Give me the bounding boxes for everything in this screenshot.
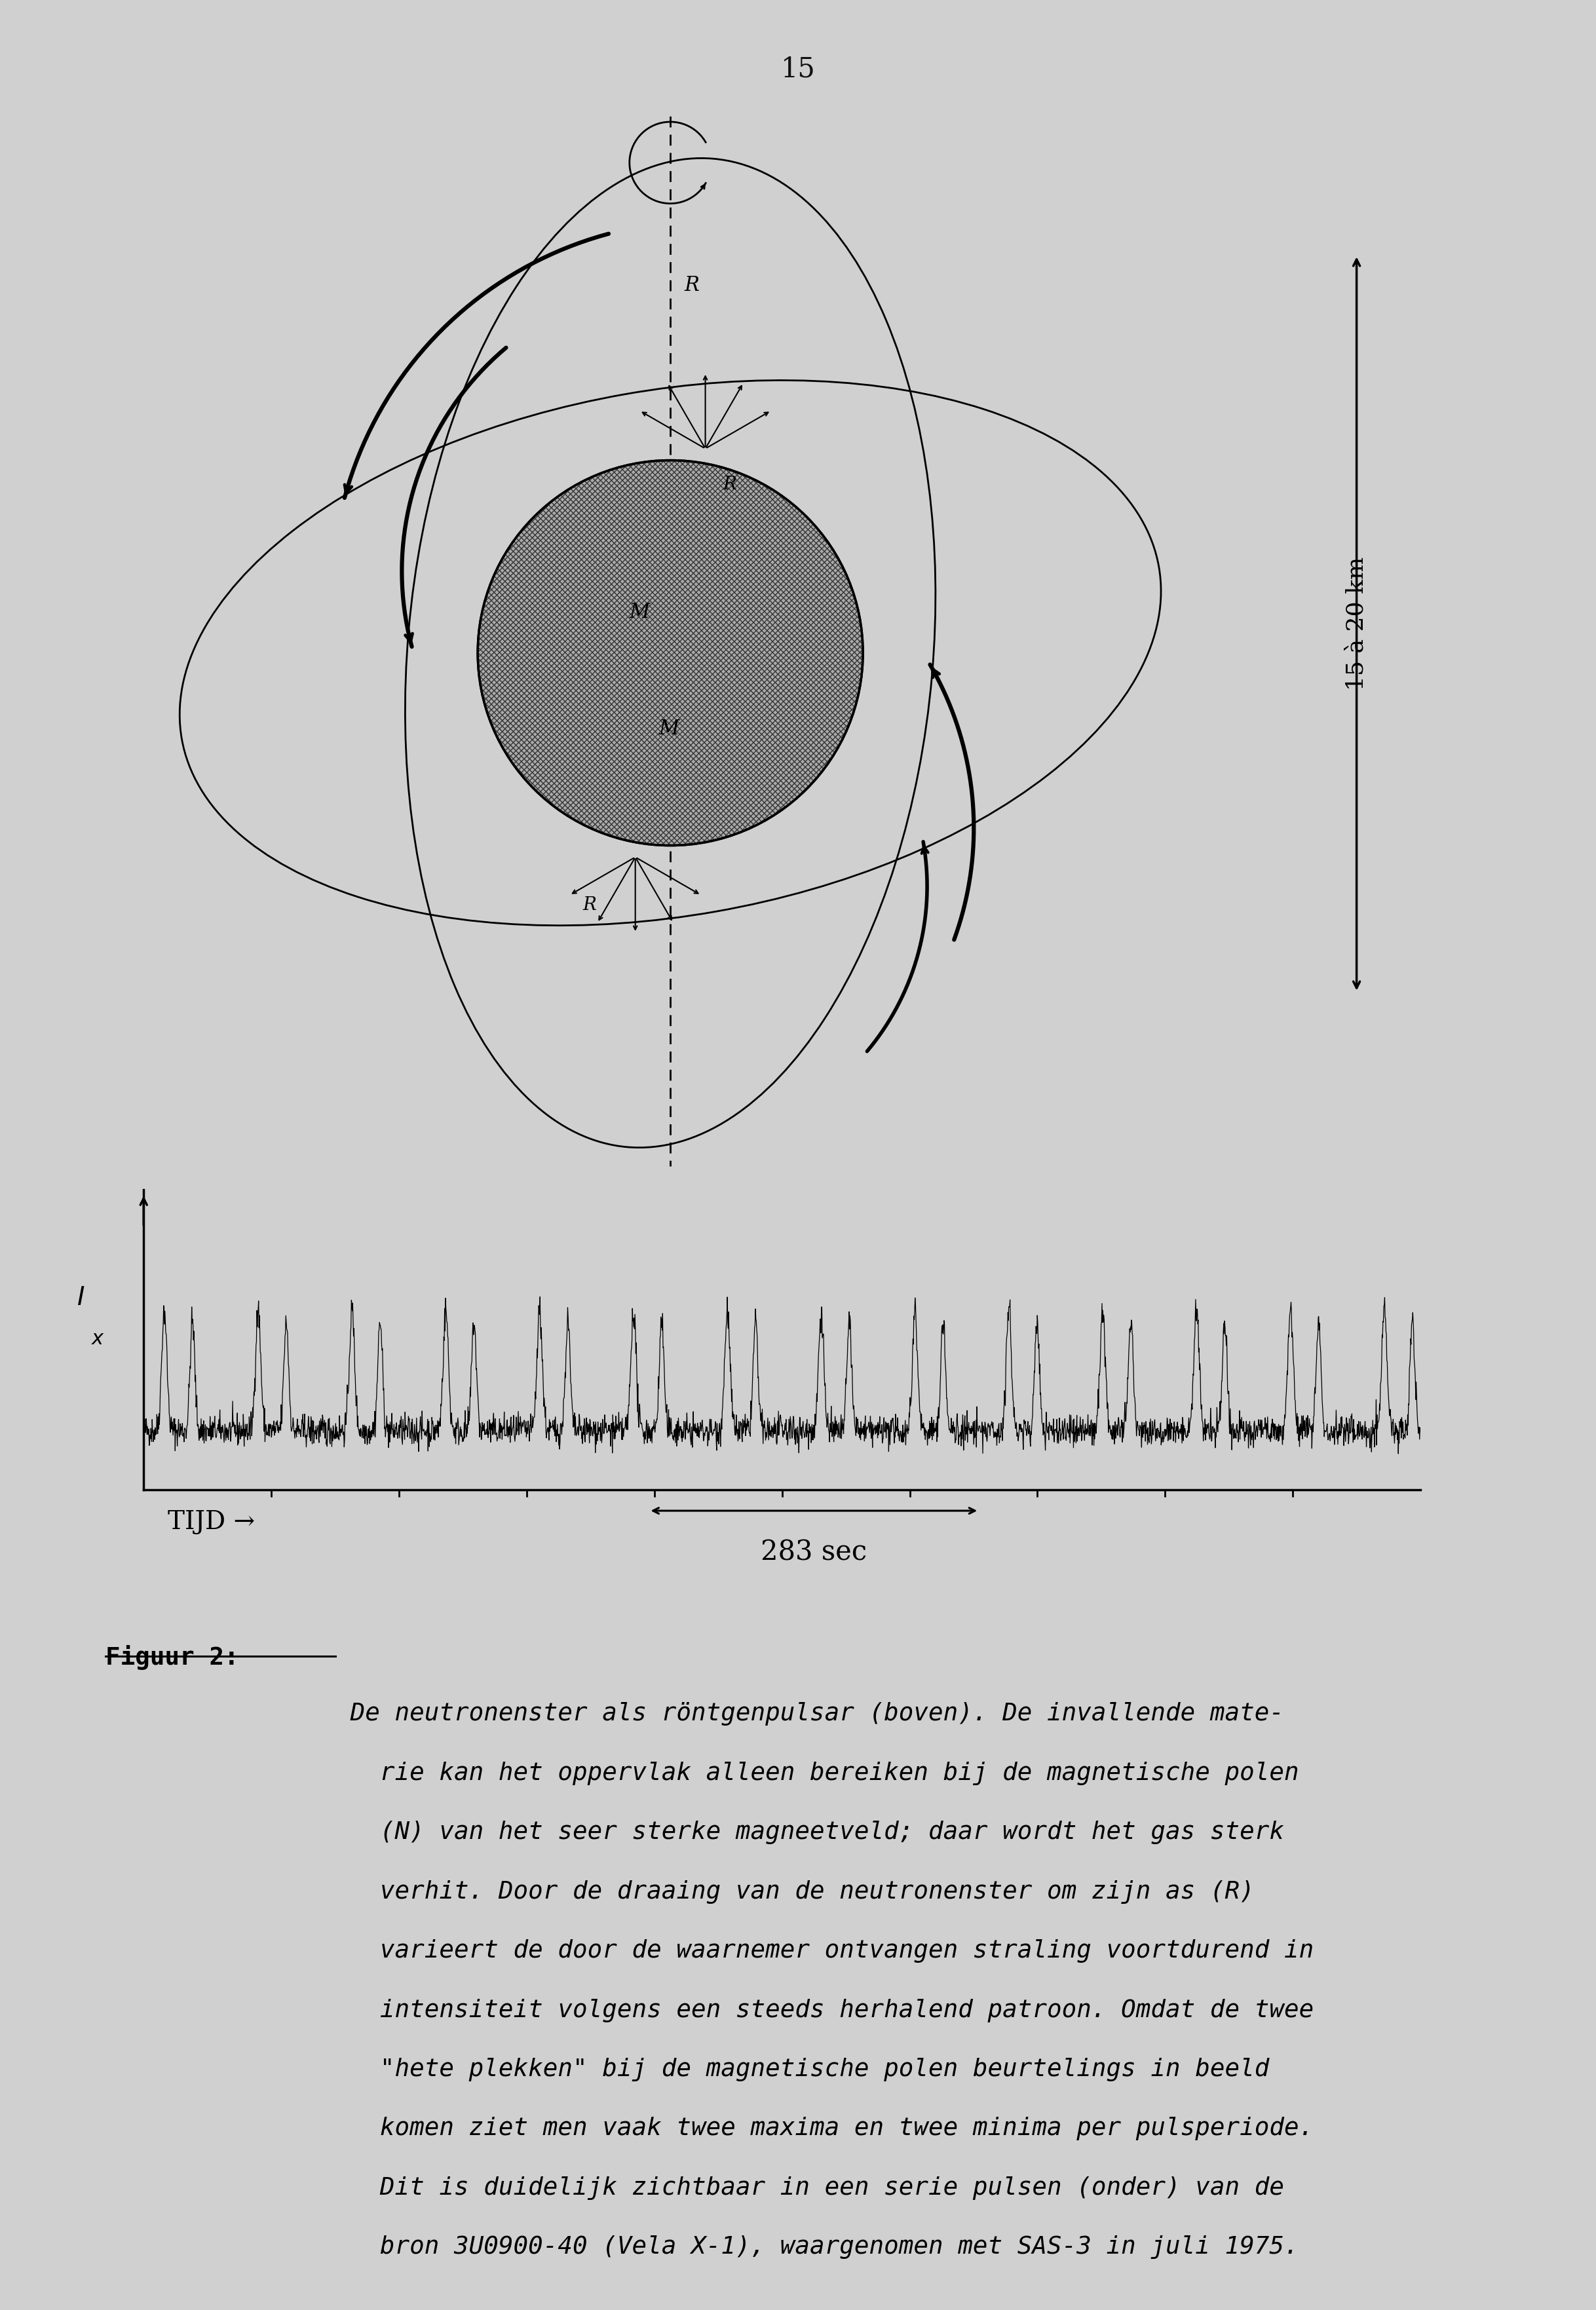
Text: 283 sec: 283 sec [761,1538,867,1566]
Text: R: R [723,476,736,494]
Text: komen ziet men vaak twee maxima en twee minima per pulsperiode.: komen ziet men vaak twee maxima en twee … [335,2116,1314,2141]
Text: rie kan het oppervlak alleen bereiken bij de magnetische polen: rie kan het oppervlak alleen bereiken bi… [335,1763,1299,1786]
Text: M: M [629,603,650,621]
Text: Dit is duidelijk zichtbaar in een serie pulsen (onder) van de: Dit is duidelijk zichtbaar in een serie … [335,2176,1285,2199]
Text: (N) van het seer sterke magneetveld; daar wordt het gas sterk: (N) van het seer sterke magneetveld; daa… [335,1820,1285,1843]
Text: R: R [685,275,699,296]
Text: $x$: $x$ [91,1328,105,1349]
Text: varieert de door de waarnemer ontvangen straling voortdurend in: varieert de door de waarnemer ontvangen … [335,1940,1314,1963]
Text: bron 3U0900-40 (Vela X-1), waargenomen met SAS-3 in juli 1975.: bron 3U0900-40 (Vela X-1), waargenomen m… [335,2236,1299,2259]
Text: "hete plekken" bij de magnetische polen beurtelings in beeld: "hete plekken" bij de magnetische polen … [335,2058,1269,2081]
Text: R: R [583,896,597,912]
Text: $I$: $I$ [77,1287,85,1310]
Text: De neutronenster als röntgenpulsar (boven). De invallende mate-: De neutronenster als röntgenpulsar (bove… [335,1702,1285,1726]
Text: intensiteit volgens een steeds herhalend patroon. Omdat de twee: intensiteit volgens een steeds herhalend… [335,1998,1314,2021]
Circle shape [477,460,863,845]
Text: M: M [659,718,680,739]
Text: verhit. Door de draaing van de neutronenster om zijn as (R): verhit. Door de draaing van de neutronen… [335,1880,1254,1903]
Text: 15 à 20 km: 15 à 20 km [1345,557,1368,691]
Text: TIJD →: TIJD → [168,1511,255,1534]
Text: 15: 15 [780,55,816,83]
Text: Figuur 2:: Figuur 2: [105,1645,239,1670]
